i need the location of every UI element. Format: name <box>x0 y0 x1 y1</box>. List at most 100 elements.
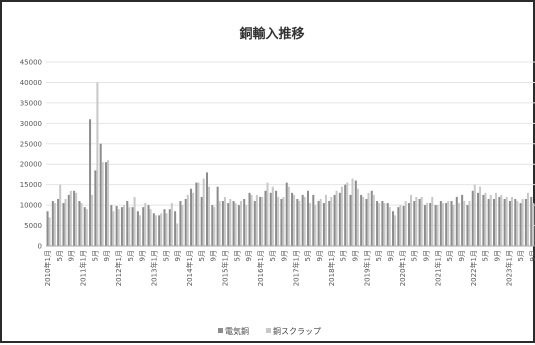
bar-series-1 <box>179 201 182 246</box>
bar-series-2 <box>202 178 205 246</box>
bar-series-2 <box>505 196 508 246</box>
bar-series-1 <box>57 198 60 246</box>
bar-series-1 <box>365 198 368 246</box>
x-tick-label: 2014年1月 <box>185 250 194 286</box>
bar-series-1 <box>216 186 219 246</box>
bar-series-2 <box>101 162 104 246</box>
bar-series-2 <box>192 192 195 246</box>
x-tick-label: 9月 <box>423 250 431 261</box>
chart-title: 銅輸入推移 <box>239 26 304 42</box>
bar-series-1 <box>312 194 315 246</box>
y-tick-label: 10000 <box>20 202 42 210</box>
bar-series-2 <box>223 196 226 246</box>
bar-series-2 <box>399 205 402 246</box>
x-tick-label: 9月 <box>210 250 218 261</box>
bar-series-2 <box>239 201 242 246</box>
y-tick-label: 20000 <box>20 161 42 169</box>
x-tick-label: 2023年1月 <box>504 250 513 286</box>
bar-series-2 <box>160 213 163 246</box>
bar-series-1 <box>259 196 262 246</box>
x-axis: 2010年1月 5月 9月 2011年1月 5月 9月 2012年1月 5月 9月 2013年1月… <box>43 250 535 286</box>
bar-series-1 <box>519 203 522 246</box>
bar-series-1 <box>503 198 506 246</box>
bar-series-1 <box>94 170 97 246</box>
bar-series-1 <box>455 196 458 246</box>
x-tick-label: 2022年1月 <box>469 250 478 286</box>
bar-series-1 <box>158 215 161 246</box>
bar-series-1 <box>461 194 464 246</box>
bar-series-2 <box>526 192 529 246</box>
y-tick-label: 40000 <box>20 79 42 87</box>
bar-series-1 <box>445 203 448 246</box>
bar-series-2 <box>404 201 407 246</box>
bar-series-2 <box>122 205 125 246</box>
bar-series-1 <box>200 196 203 246</box>
bar-series-1 <box>338 192 341 246</box>
bar-series-2 <box>346 182 349 246</box>
bar-series-1 <box>418 198 421 246</box>
bar-series-2 <box>372 194 375 246</box>
bar-series-1 <box>344 184 347 246</box>
bar-series-1 <box>264 190 267 246</box>
bar-series-1 <box>115 205 118 246</box>
x-tick-label: 9月 <box>387 250 395 261</box>
bar-series-1 <box>131 207 134 246</box>
bar-series-2 <box>409 194 413 246</box>
y-tick-label: 15000 <box>20 181 42 189</box>
bar-series-2 <box>112 211 115 246</box>
bar-series-1 <box>136 211 139 246</box>
bar-series-2 <box>351 178 354 246</box>
bar-series-2 <box>521 198 524 246</box>
bar-series-2 <box>234 203 237 246</box>
bar-series-1 <box>493 198 496 246</box>
bar-series-2 <box>420 196 423 246</box>
x-tick-label: 5月 <box>56 250 64 261</box>
bar-series-2 <box>383 203 386 246</box>
bar-series-2 <box>340 186 343 246</box>
bar-series-1 <box>498 196 501 246</box>
x-tick-label: 9月 <box>494 250 502 261</box>
bar-series-1 <box>317 201 320 246</box>
x-tick-label: 5月 <box>91 250 99 261</box>
bar-series-1 <box>413 201 416 246</box>
bar-series-2 <box>356 188 359 246</box>
bar-series-1 <box>67 194 70 246</box>
bar-series-2 <box>468 201 471 246</box>
y-tick-label: 5000 <box>24 222 42 230</box>
x-tick-label: 2010年1月 <box>43 250 52 286</box>
bar-series-2 <box>298 201 301 246</box>
bar-series-1 <box>275 190 278 246</box>
bar-series-2 <box>335 190 338 246</box>
bar-series-2 <box>186 194 189 246</box>
bar-series-1 <box>487 198 490 246</box>
x-tick-label: 2021年1月 <box>433 250 442 286</box>
bar-series-1 <box>205 172 209 246</box>
y-tick-label: 25000 <box>20 140 42 148</box>
bar-series-2 <box>128 207 131 246</box>
y-tick-label: 0 <box>38 243 42 251</box>
bar-series-1 <box>152 213 155 246</box>
bar-series-1 <box>508 201 511 246</box>
y-axis: 0 5000 10000 15000 20000 25000 30000 35000 40000… <box>20 59 42 251</box>
bar-series-2 <box>229 198 232 246</box>
x-tick-label: 5月 <box>162 250 170 261</box>
bar-series-2 <box>367 192 370 246</box>
bar-series-1 <box>392 211 395 246</box>
bar-series-1 <box>147 205 150 246</box>
bar-series-1 <box>227 203 230 246</box>
bar-series-1 <box>381 201 384 246</box>
x-tick-label: 9月 <box>316 250 324 261</box>
bar-series-2 <box>53 203 56 246</box>
x-tick-label: 5月 <box>375 250 383 261</box>
bar-series-2 <box>309 203 312 246</box>
bar-series-2 <box>447 201 450 246</box>
bar-series-1 <box>253 201 256 246</box>
bar-series-2 <box>479 186 482 246</box>
legend-swatch-series-2 <box>266 328 271 333</box>
bar-series-2 <box>330 196 333 246</box>
bar-series-1 <box>434 205 437 246</box>
bar-series-2 <box>176 223 179 246</box>
bar-series-2 <box>197 182 200 246</box>
bar-series-2 <box>213 207 216 246</box>
bar-series-2 <box>495 192 498 246</box>
